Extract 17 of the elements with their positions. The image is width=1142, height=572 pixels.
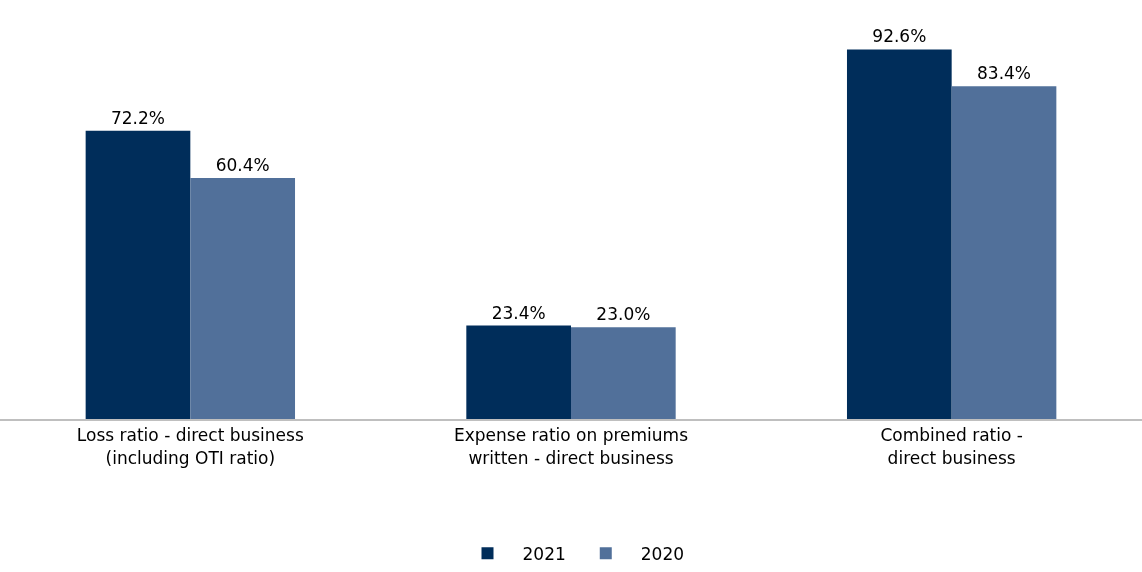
legend-label: 2020 [640, 543, 685, 564]
data-label: 72.2% [110, 107, 165, 128]
bar [85, 130, 191, 419]
data-label: 92.6% [872, 26, 927, 47]
bar [190, 177, 296, 419]
bar [951, 86, 1057, 419]
x-tick-label: Combined ratio - direct business [880, 425, 1023, 468]
bar [466, 325, 571, 419]
x-tick-label: Loss ratio - direct business (including OTI ratio) [76, 425, 304, 468]
data-label: 23.4% [491, 302, 546, 323]
legend-label: 2021 [522, 543, 566, 564]
data-label: 23.0% [596, 304, 651, 325]
data-label: 60.4% [215, 154, 270, 175]
x-tick-label: Expense ratio on premiums written - direct business [453, 425, 689, 468]
data-label: 83.4% [977, 63, 1032, 84]
bar [846, 49, 952, 419]
bar [571, 327, 676, 419]
